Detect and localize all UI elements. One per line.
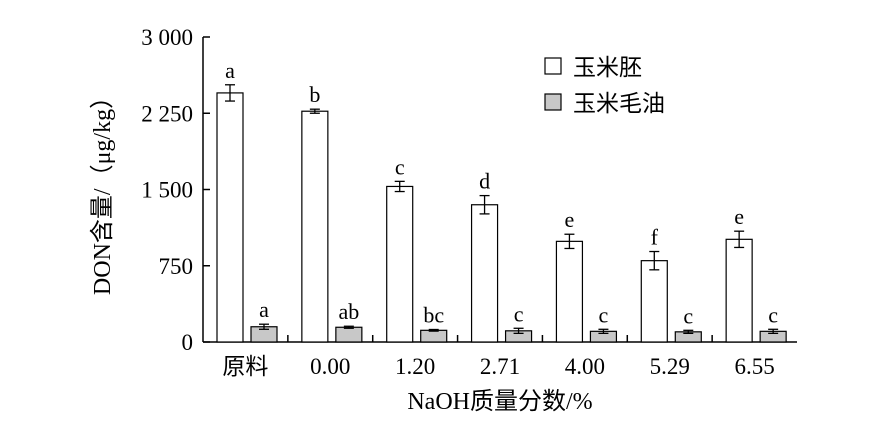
significance-label: b: [309, 82, 320, 107]
x-ticks: [287, 335, 713, 342]
y-tick-label: 0: [182, 330, 194, 355]
category-label: 6.55: [734, 354, 774, 379]
category-labels: 原料 0.00 1.20 2.71 4.00 5.29 6.55: [222, 354, 774, 379]
bar-series-2: [420, 329, 448, 343]
x-axis-title: NaOH质量分数/%: [407, 388, 592, 415]
bar-series-1: [216, 92, 244, 343]
category-label: 5.29: [650, 354, 690, 379]
bar-series-2: [335, 326, 363, 343]
significance-label: ab: [338, 299, 359, 324]
category-label: 4.00: [565, 354, 605, 379]
significance-label: c: [683, 303, 693, 328]
legend-label-series-1: 玉米胚: [573, 55, 642, 80]
bar-series-1: [725, 238, 753, 343]
y-tick-label: 2 250: [141, 101, 193, 126]
bars: [216, 92, 787, 343]
significance-label: bc: [423, 302, 444, 327]
y-axis-title: DON含量/（μg/kg）: [89, 85, 116, 295]
category-label: 原料: [222, 354, 268, 379]
category-label: 1.20: [395, 354, 435, 379]
y-tick-label: 3 000: [141, 25, 193, 50]
y-ticks: 0 750 1 500 2 250 3 000: [141, 25, 210, 355]
significance-label: f: [651, 225, 659, 250]
bar-series-1: [470, 204, 499, 343]
category-label: 0.00: [310, 354, 350, 379]
significance-label: e: [734, 204, 744, 229]
y-tick-label: 1 500: [141, 178, 193, 203]
axes: [202, 37, 797, 343]
legend: 玉米胚 玉米毛油: [544, 55, 665, 116]
significance-label: c: [514, 301, 524, 326]
y-tick-label: 750: [159, 254, 194, 279]
bar-series-1: [640, 260, 668, 343]
legend-label-series-2: 玉米毛油: [573, 91, 665, 116]
category-label: 2.71: [480, 354, 520, 379]
bar-series-1: [555, 240, 584, 343]
significance-label: a: [259, 297, 269, 322]
significance-label: c: [395, 154, 405, 179]
significance-label: c: [599, 302, 609, 327]
legend-swatch-series-1: [544, 57, 562, 75]
significance-label: d: [479, 169, 490, 194]
bar-series-1: [386, 185, 414, 343]
bar-series-1: [301, 110, 329, 343]
significance-label: a: [225, 58, 235, 83]
significance-label: c: [768, 302, 778, 327]
significance-label: e: [565, 207, 575, 232]
error-bars: [225, 84, 779, 335]
legend-swatch-series-2: [544, 93, 562, 111]
